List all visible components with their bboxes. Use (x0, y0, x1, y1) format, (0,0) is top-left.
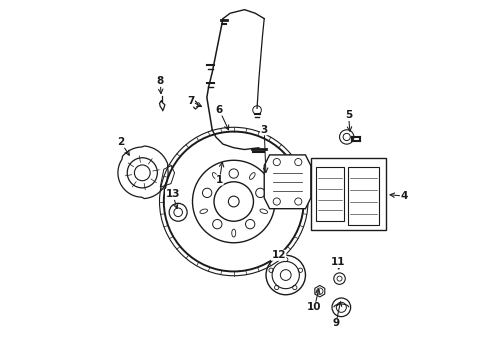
Polygon shape (314, 285, 324, 297)
Text: 1: 1 (215, 175, 223, 185)
Text: 12: 12 (271, 250, 285, 260)
Text: 10: 10 (306, 302, 321, 312)
Text: 11: 11 (330, 257, 344, 267)
Text: 7: 7 (186, 96, 194, 106)
Bar (348, 167, 378, 225)
Text: 8: 8 (156, 76, 163, 86)
Text: 2: 2 (117, 138, 124, 147)
Text: 4: 4 (400, 191, 407, 201)
Bar (316, 167, 344, 221)
Text: 5: 5 (344, 111, 351, 121)
Text: 13: 13 (165, 189, 180, 199)
Text: 3: 3 (260, 125, 267, 135)
Bar (310, 158, 386, 230)
Text: 9: 9 (332, 319, 339, 328)
Polygon shape (264, 155, 310, 209)
Text: 6: 6 (215, 105, 223, 115)
